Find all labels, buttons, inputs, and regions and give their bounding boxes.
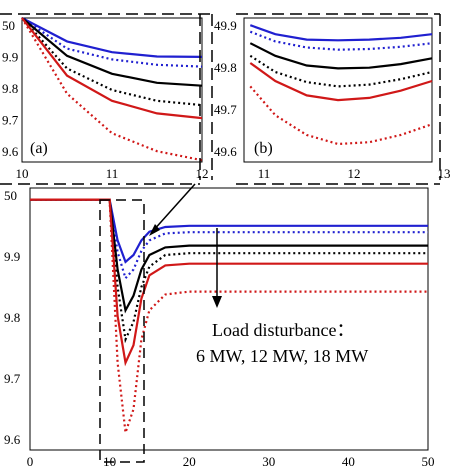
y-tick-label: 9.9 bbox=[2, 50, 18, 65]
series-line-0-3 bbox=[21, 17, 203, 107]
y-tick-label: 50 bbox=[2, 18, 15, 33]
x-tick-label: 11 bbox=[258, 166, 271, 181]
series-line-1-2 bbox=[249, 42, 433, 70]
y-tick-label: 9.9 bbox=[4, 249, 20, 264]
panel-a-label: (a) bbox=[30, 140, 48, 157]
y-tick-label: 49.9 bbox=[214, 18, 237, 33]
series-line-2-5 bbox=[30, 198, 428, 433]
x-tick-label: 12 bbox=[348, 166, 361, 181]
annotation-line-2: 6 MW, 12 MW, 18 MW bbox=[196, 346, 368, 366]
y-tick-label: 9.7 bbox=[4, 371, 21, 386]
main-panel: 509.99.89.79.6 0 10 20 30 40 50 Load disturba… bbox=[4, 183, 435, 469]
inset-panel-a: 50 9.9 9.8 9.7 9.6 10 11 12 (a) bbox=[2, 17, 209, 181]
x-tick-label: 10 bbox=[16, 166, 29, 181]
x-tick-label: 11 bbox=[106, 166, 119, 181]
annotation-line-1: Load disturbance： bbox=[212, 320, 354, 340]
inset-a-frame bbox=[21, 17, 203, 163]
disturbance-arrow bbox=[212, 228, 222, 308]
series-line-2-3 bbox=[30, 198, 428, 344]
series-line-1-4 bbox=[249, 62, 433, 102]
x-tick-label: 12 bbox=[196, 166, 209, 181]
series-line-0-1 bbox=[21, 17, 203, 68]
x-tick-label: 20 bbox=[183, 454, 196, 469]
series-line-2-0 bbox=[30, 198, 428, 264]
series-line-0-4 bbox=[21, 17, 203, 120]
series-line-0-2 bbox=[21, 17, 203, 87]
series-line-2-4 bbox=[30, 198, 428, 367]
inset-separators bbox=[0, 13, 441, 185]
y-tick-label: 9.8 bbox=[2, 81, 18, 96]
series-line-0-5 bbox=[21, 17, 203, 162]
x-tick-label: 30 bbox=[262, 454, 275, 469]
series-line-0-0 bbox=[21, 17, 203, 58]
inset-panel-b: 49.949.849.749.6 11 12 13 (b) bbox=[214, 17, 451, 181]
y-tick-label: 49.8 bbox=[214, 60, 237, 75]
inset-b-frame bbox=[243, 17, 433, 163]
pointer-arrow bbox=[149, 183, 196, 236]
y-tick-label: 9.8 bbox=[4, 310, 20, 325]
main-frame bbox=[29, 187, 429, 451]
y-tick-label: 49.7 bbox=[214, 102, 237, 117]
x-tick-label: 40 bbox=[342, 454, 355, 469]
series-line-2-2 bbox=[30, 198, 428, 314]
y-tick-label: 50 bbox=[4, 188, 17, 203]
x-tick-label: 0 bbox=[27, 454, 34, 469]
y-tick-label: 49.6 bbox=[214, 144, 237, 159]
y-tick-label: 9.6 bbox=[4, 432, 21, 447]
y-tick-label: 9.6 bbox=[2, 144, 19, 159]
y-tick-label: 9.7 bbox=[2, 113, 19, 128]
series-line-1-1 bbox=[249, 30, 433, 51]
panel-b-label: (b) bbox=[254, 140, 273, 157]
zoom-region-box bbox=[99, 199, 145, 463]
series-line-1-0 bbox=[249, 24, 433, 42]
series-line-1-5 bbox=[249, 85, 433, 146]
series-line-2-1 bbox=[30, 198, 428, 281]
x-tick-label: 50 bbox=[422, 454, 435, 469]
